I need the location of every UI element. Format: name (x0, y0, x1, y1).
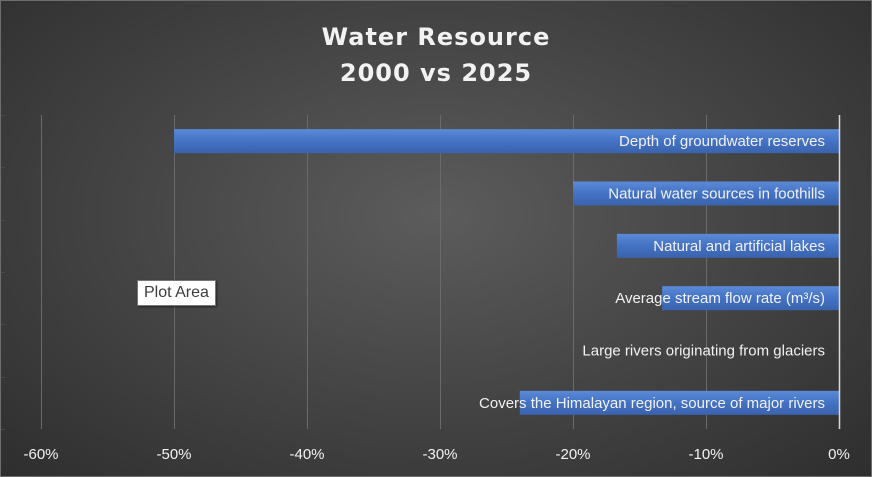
bar-label-4: Large rivers originating from glaciers (582, 343, 825, 360)
x-tick-label-1: -50% (156, 446, 191, 463)
bar-label-1: Natural water sources in foothills (608, 186, 825, 203)
x-tick-label-0: -60% (23, 446, 58, 463)
bar-0 (174, 129, 839, 154)
x-tick-label-4: -20% (555, 446, 590, 463)
chart-title-line-2: 2000 vs 2025 (339, 59, 533, 87)
bar-label-5: Covers the Himalayan region, source of m… (479, 395, 825, 412)
x-tick-label-5: -10% (688, 446, 723, 463)
bar-3 (662, 286, 839, 311)
x-tick-label-3: -30% (422, 446, 457, 463)
x-tick-label-6: 0% (828, 446, 850, 463)
bar-5 (519, 390, 839, 415)
chart-title: Water Resource 2000 vs 2025 (1, 19, 871, 91)
plot-area-tooltip: Plot Area (137, 280, 216, 306)
bar-label-2: Natural and artificial lakes (653, 238, 825, 255)
x-tick-label-2: -40% (289, 446, 324, 463)
bar-label-3: Average stream flow rate (m³/s) (615, 290, 825, 307)
bar-2 (616, 233, 839, 258)
bar-1 (573, 181, 839, 206)
bar-label-0: Depth of groundwater reserves (619, 133, 825, 150)
chart-title-line-1: Water Resource (321, 23, 551, 51)
